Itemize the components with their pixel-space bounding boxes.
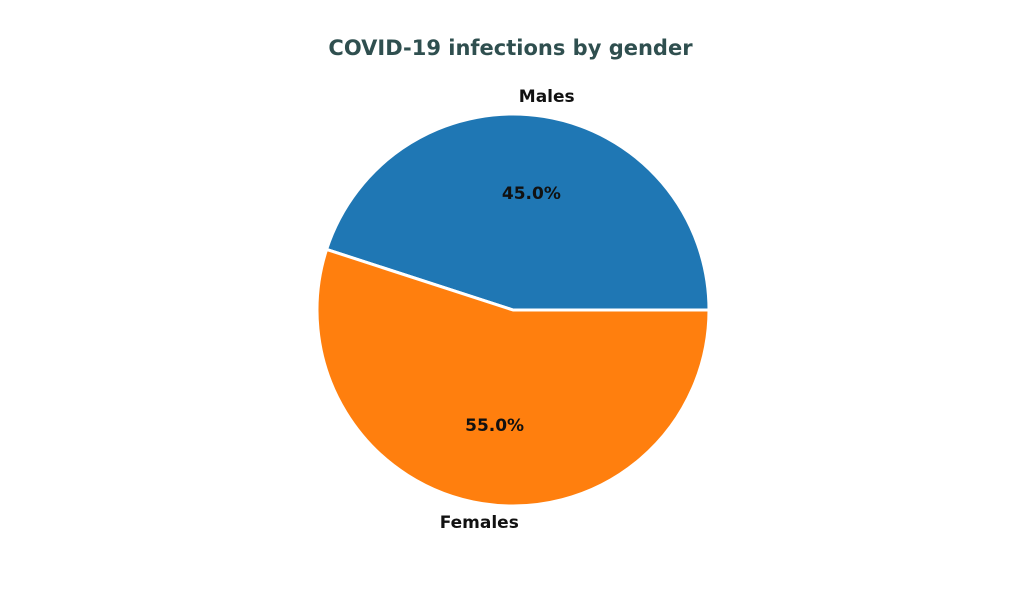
pct-label-males: 45.0% xyxy=(502,184,561,204)
chart-title: COVID-19 infections by gender xyxy=(328,36,693,60)
pie-slice-females xyxy=(315,247,711,508)
slice-label-females: Females xyxy=(440,513,519,533)
pct-label-females: 55.0% xyxy=(465,416,524,436)
pie-slice-males xyxy=(325,112,711,312)
slice-label-males: Males xyxy=(519,87,575,107)
